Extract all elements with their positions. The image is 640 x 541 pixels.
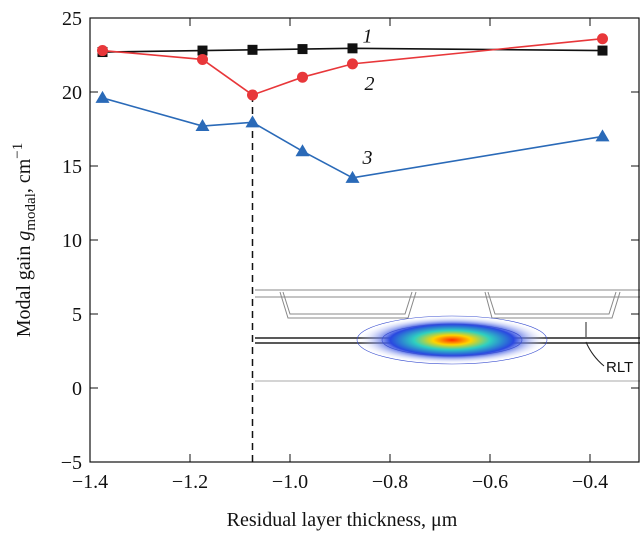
y-label-sup: −1 (10, 143, 26, 159)
x-tick-label: −1.4 (72, 471, 108, 493)
marker (245, 115, 260, 128)
x-tick-label: −1.2 (172, 471, 208, 493)
marker (347, 58, 358, 70)
series-line (102, 37, 603, 96)
series-label: 1 (363, 25, 373, 47)
x-tick-label: −0.6 (472, 471, 508, 493)
series-label: 2 (365, 73, 375, 95)
inset-structure (255, 289, 640, 382)
marker (195, 119, 210, 132)
marker (595, 129, 610, 142)
marker (197, 53, 208, 65)
marker (297, 71, 308, 83)
y-label-unit: , cm (13, 158, 35, 193)
marker (197, 45, 208, 56)
marker (247, 89, 258, 101)
marker (295, 144, 310, 157)
y-label-sub: modal (23, 193, 39, 231)
series-label: 3 (362, 147, 373, 169)
y-tick-label: −5 (61, 452, 82, 474)
marker (247, 44, 258, 55)
marker (297, 44, 308, 55)
series-line (102, 97, 603, 179)
inset-label: RLT (606, 359, 633, 376)
y-label-text: Modal gain (13, 241, 35, 338)
y-tick-label: 20 (62, 82, 82, 104)
marker (597, 45, 608, 56)
marker (345, 170, 360, 183)
series-line (102, 47, 603, 53)
marker (95, 90, 110, 103)
y-tick-label: 0 (72, 378, 82, 400)
marker (347, 43, 358, 54)
x-tick-label: −0.8 (372, 471, 408, 493)
y-tick-label: 15 (62, 156, 82, 178)
y-label-symbol: g (13, 231, 35, 241)
x-axis-label: Residual layer thickness, μm (227, 509, 458, 531)
y-tick-label: 25 (62, 8, 82, 30)
x-tick-label: −0.4 (572, 471, 608, 493)
y-tick-label: 10 (62, 230, 82, 252)
y-axis-label: Modal gain gmodal, cm−1 (10, 143, 39, 338)
marker (597, 33, 608, 45)
y-tick-label: 5 (72, 304, 82, 326)
marker (97, 45, 108, 57)
x-tick-label: −1.0 (272, 471, 308, 493)
